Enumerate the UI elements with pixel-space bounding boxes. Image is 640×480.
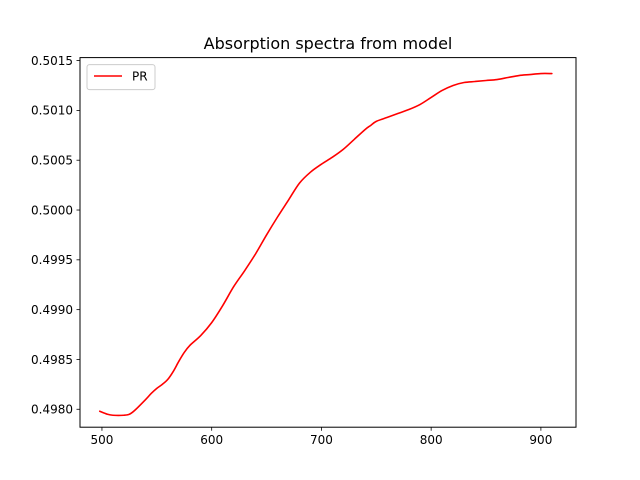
y-tick-label: 0.5010 xyxy=(31,104,73,118)
y-tick-label: 0.5015 xyxy=(31,54,73,68)
legend-box xyxy=(86,64,156,91)
x-tick-label: 600 xyxy=(200,433,223,447)
y-tick-label: 0.5000 xyxy=(31,203,73,217)
axes-frame xyxy=(79,57,577,428)
y-tick-label: 0.4980 xyxy=(31,403,73,417)
y-tick-label: 0.5005 xyxy=(31,154,73,168)
x-axis-ticks: 500 600 700 800 900 xyxy=(90,427,552,447)
chart-title: Absorption spectra from model xyxy=(204,34,453,53)
x-tick-label: 900 xyxy=(529,433,552,447)
y-axis-ticks: 0.4980 0.4985 0.4990 0.4995 0.5000 0.5005 0.50… xyxy=(31,54,80,417)
plot-area: 500 600 700 800 900 0.4980 0.4985 0.4990 0.4995… xyxy=(31,54,577,447)
y-tick-label: 0.4985 xyxy=(31,353,73,367)
y-tick-label: 0.4995 xyxy=(31,253,73,267)
series-layer xyxy=(98,72,553,417)
series-line-pr xyxy=(98,72,553,417)
y-tick-label: 0.4990 xyxy=(31,303,73,317)
legend-series-label: PR xyxy=(132,70,148,84)
x-tick-label: 700 xyxy=(310,433,333,447)
x-tick-label: 800 xyxy=(420,433,443,447)
legend: PR xyxy=(86,64,156,91)
x-tick-label: 500 xyxy=(90,433,113,447)
